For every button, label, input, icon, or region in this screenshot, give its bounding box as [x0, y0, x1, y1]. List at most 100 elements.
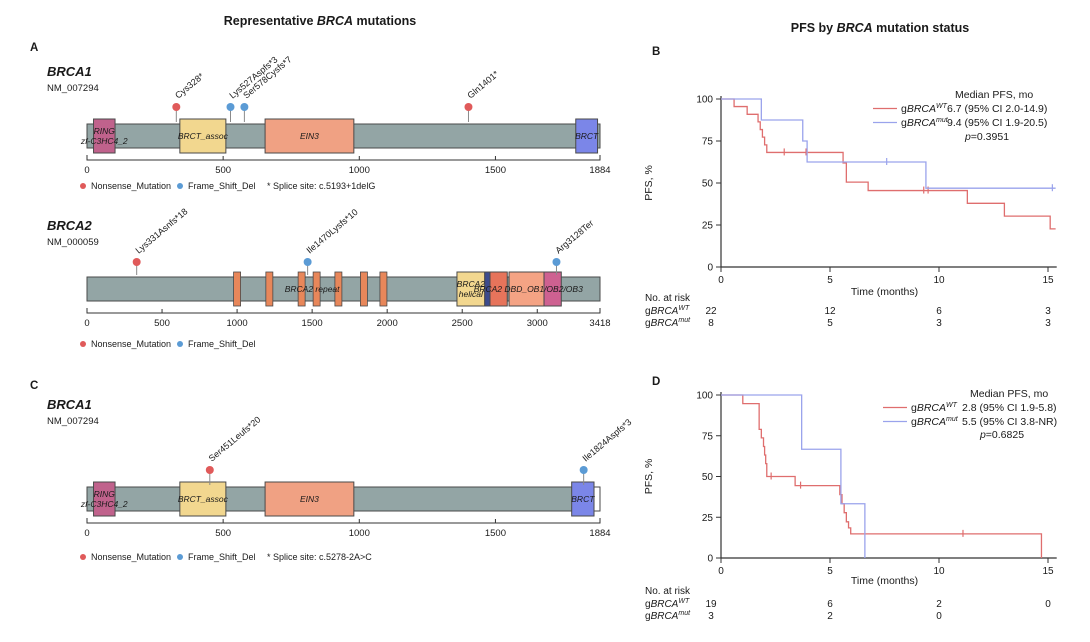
risk-count: 22	[705, 306, 717, 317]
risk-count: 3	[1045, 318, 1051, 329]
mutation-label: Ile1470Lysfs*10	[304, 207, 359, 256]
panel-label-a: A	[30, 42, 39, 54]
title-gene-italic: BRCA	[316, 14, 353, 28]
risk-count: 3	[1045, 306, 1051, 317]
domain-box	[93, 481, 116, 517]
domain-label: zf-C3HC4_2	[80, 136, 128, 146]
panel-label-d: D	[652, 376, 661, 388]
y-tick-label: 50	[702, 179, 714, 190]
y-tick-label: 100	[696, 391, 713, 402]
risk-count: 6	[936, 306, 942, 317]
risk-count: 3	[708, 611, 714, 622]
repeat-motif	[233, 271, 241, 307]
scale-axis	[86, 155, 601, 161]
x-tick-label: 15	[1042, 275, 1054, 286]
repeat-motif	[360, 271, 368, 307]
repeat-motif	[334, 271, 343, 307]
transcript-id: NM_000059	[47, 237, 99, 248]
x-tick-label: 5	[827, 566, 833, 577]
legend-dot	[177, 341, 183, 347]
y-axis-title: PFS, %	[643, 165, 655, 201]
scale-axis	[86, 308, 601, 314]
p-value: p=0.3951	[964, 131, 1009, 143]
domain-box	[179, 118, 227, 154]
legend-label: Nonsense_Mutation	[91, 181, 171, 191]
legend-dot	[177, 183, 183, 189]
gene-name: BRCA1	[47, 64, 92, 79]
repeat-region-label: BRCA2 repeat	[285, 284, 340, 294]
axis-tick-label: 0	[84, 318, 89, 329]
mutation-dot	[132, 258, 141, 266]
repeat-motif	[297, 271, 306, 307]
axis-tick-label: 500	[215, 165, 231, 176]
x-tick-label: 10	[933, 275, 945, 286]
domain-box	[575, 118, 599, 154]
mutation-dot	[552, 258, 561, 266]
km-curve	[721, 98, 1056, 230]
domain-label: BRCT_assoc	[178, 494, 229, 504]
axis-tick-label: 1500	[302, 318, 323, 329]
domain-box	[179, 481, 227, 517]
axis-tick-label: 1500	[485, 165, 506, 176]
domain-label: EIN3	[300, 494, 319, 504]
domain-label: EIN3	[300, 131, 319, 141]
legend-dot	[80, 554, 86, 560]
legend-label: Frame_Shift_Del	[188, 339, 256, 349]
risk-count: 2	[936, 599, 942, 610]
series-name: gBRCAWT	[901, 103, 948, 115]
domain-box	[571, 481, 595, 517]
panel-label-c: C	[30, 380, 39, 392]
mutation-dot	[579, 466, 588, 474]
domain-box	[264, 481, 355, 517]
y-tick-label: 0	[707, 263, 713, 274]
x-tick-label: 0	[718, 275, 724, 286]
title-text: PFS by	[790, 21, 837, 35]
risk-count: 6	[827, 599, 833, 610]
median-value: 2.8 (95% CI 1.9-5.8)	[962, 402, 1057, 414]
legend-label: Nonsense_Mutation	[91, 339, 171, 349]
axis-tick-label: 1500	[485, 528, 506, 539]
legend-dot	[177, 554, 183, 560]
risk-count: 12	[824, 306, 836, 317]
title-text: mutation status	[872, 21, 970, 35]
axis-tick-label: 500	[154, 318, 170, 329]
y-axis-title: PFS, %	[643, 459, 655, 495]
x-tick-label: 5	[827, 275, 833, 286]
km-curve	[721, 394, 866, 558]
risk-count: 8	[708, 318, 714, 329]
right-column-title: PFS by BRCA mutation status	[640, 21, 1090, 35]
km-curve	[721, 394, 1043, 558]
transcript-id: NM_007294	[47, 416, 99, 427]
mutation-label: Lys331Asnfs*18	[134, 206, 190, 255]
domain-label: RING	[94, 126, 116, 136]
median-value: 9.4 (95% CI 1.9-20.5)	[947, 117, 1047, 129]
axis-tick-label: 1000	[349, 165, 370, 176]
left-column-title: Representative BRCA mutations	[0, 14, 640, 28]
risk-row-name: gBRCAWT	[645, 598, 690, 610]
x-axis-title: Time (months)	[851, 575, 918, 587]
y-tick-label: 75	[702, 431, 714, 442]
title-text: Representative	[223, 14, 317, 28]
panel-label-b: B	[652, 46, 661, 58]
domain-box	[456, 271, 486, 307]
domain-label: BRCT	[575, 131, 599, 141]
p-value: p=0.6825	[979, 429, 1024, 441]
title-gene-italic: BRCA	[836, 21, 873, 35]
y-tick-label: 50	[702, 472, 714, 483]
scale-axis	[86, 518, 601, 524]
risk-table-header: No. at risk	[645, 293, 691, 304]
legend-header: Median PFS, mo	[970, 388, 1048, 400]
repeat-motif	[379, 271, 388, 307]
risk-count: 3	[936, 318, 942, 329]
mutation-label: Ser451Leufs*20	[207, 414, 263, 463]
domain-overlay-label: BRCA2 DBD_OB1/OB2/OB3	[474, 284, 583, 294]
axis-tick-label: 1000	[227, 318, 248, 329]
mutation-dot	[226, 103, 235, 111]
risk-count: 2	[827, 611, 833, 622]
km-curve	[721, 98, 1056, 189]
legend-header: Median PFS, mo	[955, 89, 1033, 101]
risk-row-name: gBRCAWT	[645, 305, 690, 317]
